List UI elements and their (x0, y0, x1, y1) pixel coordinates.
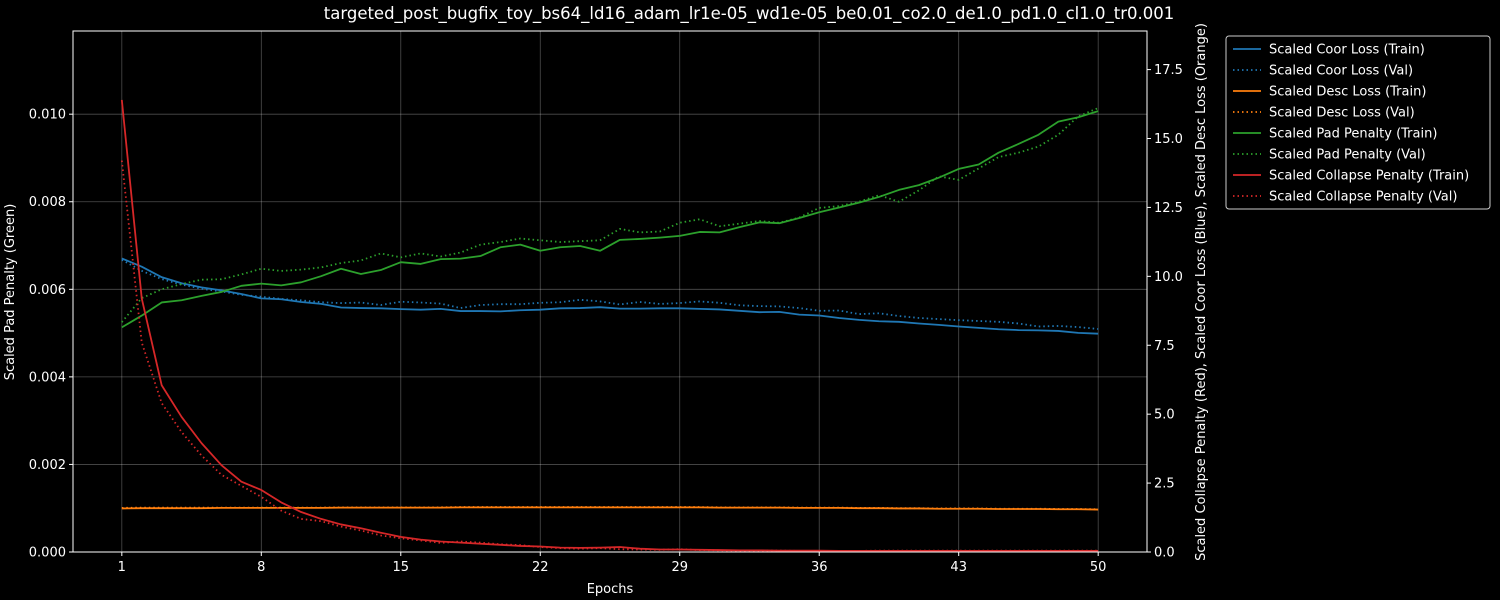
y-left-tick-label: 0.004 (29, 370, 66, 385)
axes: 1 8 15 22 29 36 43 50 0.000 0.002 0.004 0.006 0.008 0… (29, 30, 1183, 575)
series-line-7 (120, 160, 1099, 552)
legend-label-1: Scaled Coor Loss (Val) (1269, 64, 1413, 79)
chart-title: targeted_post_bugfix_toy_bs64_ld16_adam_… (324, 4, 1174, 24)
x-tick-label: 29 (671, 560, 688, 575)
legend-label-5: Scaled Pad Penalty (Val) (1269, 148, 1426, 163)
y-left-tick-label: 0.006 (29, 283, 66, 298)
y-left-tick-label: 0.008 (29, 195, 66, 210)
y-right-tick-label: 17.5 (1154, 63, 1183, 78)
y-right-tick-label: 5.0 (1154, 408, 1175, 423)
x-axis-label: Epochs (587, 582, 634, 597)
y-left-tick-label: 0.002 (29, 458, 66, 473)
legend-frame (1225, 35, 1491, 210)
y-right-tick-label: 12.5 (1154, 201, 1183, 216)
x-tick-label: 1 (118, 560, 126, 575)
series-line-3 (121, 506, 1099, 511)
series-line-1 (121, 259, 1099, 330)
x-tick-label: 15 (393, 560, 410, 575)
y-axis-left-label: Scaled Pad Penalty (Green) (3, 204, 18, 381)
legend-label-4: Scaled Pad Penalty (Train) (1269, 127, 1437, 142)
series-line-6 (120, 99, 1099, 552)
x-tick-label: 8 (257, 560, 265, 575)
x-tick-label: 36 (811, 560, 828, 575)
legend-label-2: Scaled Desc Loss (Train) (1269, 85, 1426, 100)
y-right-tick-label: 2.5 (1154, 477, 1175, 492)
legend-label-0: Scaled Coor Loss (Train) (1269, 43, 1425, 58)
y-right-tick-label: 15.0 (1154, 132, 1183, 147)
x-tick-label: 50 (1090, 560, 1107, 575)
series-line-4 (121, 110, 1099, 329)
y-right-tick-label: 0.0 (1154, 546, 1175, 561)
x-tick-label: 22 (532, 560, 549, 575)
y-left-tick-label: 0.000 (29, 546, 66, 561)
plot-frame (72, 30, 1148, 553)
y-left-tick-label: 0.010 (29, 108, 66, 123)
legend-label-7: Scaled Collapse Penalty (Val) (1269, 190, 1457, 205)
plot-lines (120, 99, 1099, 552)
y-axis-right-label: Scaled Collapse Penalty (Red), Scaled Co… (1194, 23, 1209, 561)
legend: Scaled Coor Loss (Train) Scaled Coor Loss… (1225, 35, 1491, 210)
legend-label-6: Scaled Collapse Penalty (Train) (1269, 169, 1469, 184)
x-tick-label: 43 (950, 560, 967, 575)
y-right-tick-label: 10.0 (1154, 270, 1183, 285)
legend-label-3: Scaled Desc Loss (Val) (1269, 106, 1415, 121)
y-right-tick-label: 7.5 (1154, 339, 1175, 354)
series-line-0 (121, 257, 1099, 335)
